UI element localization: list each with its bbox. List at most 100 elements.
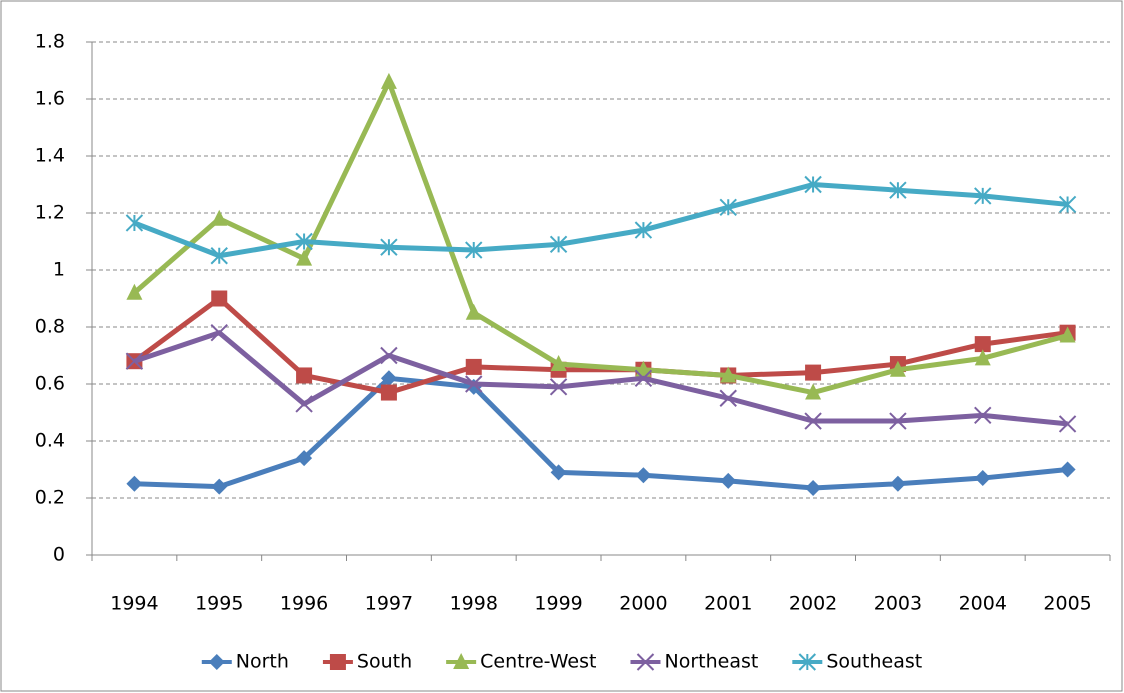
marker	[380, 72, 397, 89]
marker	[210, 323, 228, 342]
marker	[296, 450, 313, 467]
marker	[549, 235, 568, 254]
legend-item: Northeast	[630, 651, 758, 673]
marker	[453, 653, 470, 669]
series	[125, 175, 1077, 265]
y-tick-label: 1.6	[35, 88, 65, 110]
legend-label: North	[236, 651, 289, 673]
marker	[211, 290, 228, 307]
marker	[549, 378, 568, 396]
series	[126, 370, 1076, 497]
marker	[211, 478, 228, 495]
marker	[296, 249, 313, 266]
marker	[974, 336, 991, 353]
y-tick-label: 1.4	[35, 145, 65, 167]
marker	[210, 247, 228, 265]
series-line	[134, 375, 1068, 491]
y-tick-label: 0.4	[35, 430, 65, 452]
marker	[804, 175, 822, 194]
marker	[974, 187, 992, 205]
legend-item: North	[201, 651, 289, 673]
marker	[296, 367, 313, 384]
marker	[635, 467, 652, 484]
legend-item: Centre-West	[446, 651, 596, 673]
marker	[380, 370, 397, 387]
x-tick-label: 2002	[789, 593, 837, 615]
x-tick-label: 1995	[195, 593, 243, 615]
series-line	[133, 182, 1068, 259]
series-line	[133, 330, 1068, 427]
marker	[1058, 195, 1077, 214]
marker	[805, 364, 822, 381]
marker	[1058, 415, 1077, 433]
legend: North South Centre-West Northeast Southeast	[201, 651, 922, 673]
marker	[380, 238, 398, 256]
marker	[208, 654, 225, 670]
y-tick-label: 1.2	[35, 202, 65, 224]
x-tick-label: 2004	[959, 593, 1007, 615]
y-tick-label: 0	[53, 544, 65, 566]
marker	[380, 346, 398, 365]
marker	[550, 464, 567, 481]
marker	[805, 383, 822, 400]
x-tick-label: 2005	[1043, 593, 1091, 615]
marker	[974, 349, 991, 366]
y-tick-label: 1	[53, 259, 65, 281]
marker	[798, 653, 817, 671]
x-tick-label: 2001	[704, 593, 752, 615]
marker	[719, 389, 737, 407]
marker	[126, 283, 143, 300]
marker	[889, 360, 906, 377]
y-tick-label: 0.6	[35, 373, 65, 395]
marker	[889, 412, 907, 430]
marker	[1059, 461, 1076, 478]
marker	[465, 303, 482, 320]
marker	[636, 653, 655, 671]
marker	[719, 198, 737, 217]
marker	[465, 358, 482, 375]
legend-label: South	[357, 651, 412, 673]
legend-label: Southeast	[826, 651, 922, 673]
marker	[465, 375, 483, 393]
legend-item: Southeast	[792, 651, 922, 673]
series	[125, 323, 1077, 433]
marker	[974, 470, 991, 487]
marker	[125, 352, 144, 370]
series-line	[132, 296, 1068, 396]
marker	[720, 366, 737, 383]
x-tick-label: 1994	[110, 593, 158, 615]
marker	[126, 475, 143, 492]
marker	[1059, 326, 1076, 343]
marker	[465, 241, 483, 259]
y-tick-label: 0.2	[35, 487, 65, 509]
marker	[380, 384, 397, 401]
marker	[634, 221, 653, 239]
x-tick-label: 2003	[874, 593, 922, 615]
marker	[805, 480, 822, 497]
marker	[295, 232, 313, 251]
x-tick-label: 1999	[534, 593, 582, 615]
x-tick-label: 2000	[619, 593, 667, 615]
marker	[974, 406, 992, 425]
x-tick-label: 1998	[450, 593, 498, 615]
legend-label: Northeast	[664, 651, 758, 673]
y-tick-label: 0.8	[35, 316, 65, 338]
series-line	[132, 79, 1069, 396]
series	[126, 72, 1076, 400]
marker	[634, 369, 653, 388]
marker	[211, 209, 228, 226]
marker	[889, 181, 907, 199]
marker	[295, 395, 313, 413]
legend-label: Centre-West	[480, 651, 596, 673]
x-tick-label: 1996	[280, 593, 328, 615]
marker	[889, 475, 906, 492]
x-tick-label: 1997	[365, 593, 413, 615]
y-tick-label: 1.8	[35, 31, 65, 53]
marker	[804, 412, 822, 430]
marker	[329, 654, 346, 670]
marker	[550, 355, 567, 372]
marker	[635, 360, 652, 377]
marker	[125, 214, 144, 232]
